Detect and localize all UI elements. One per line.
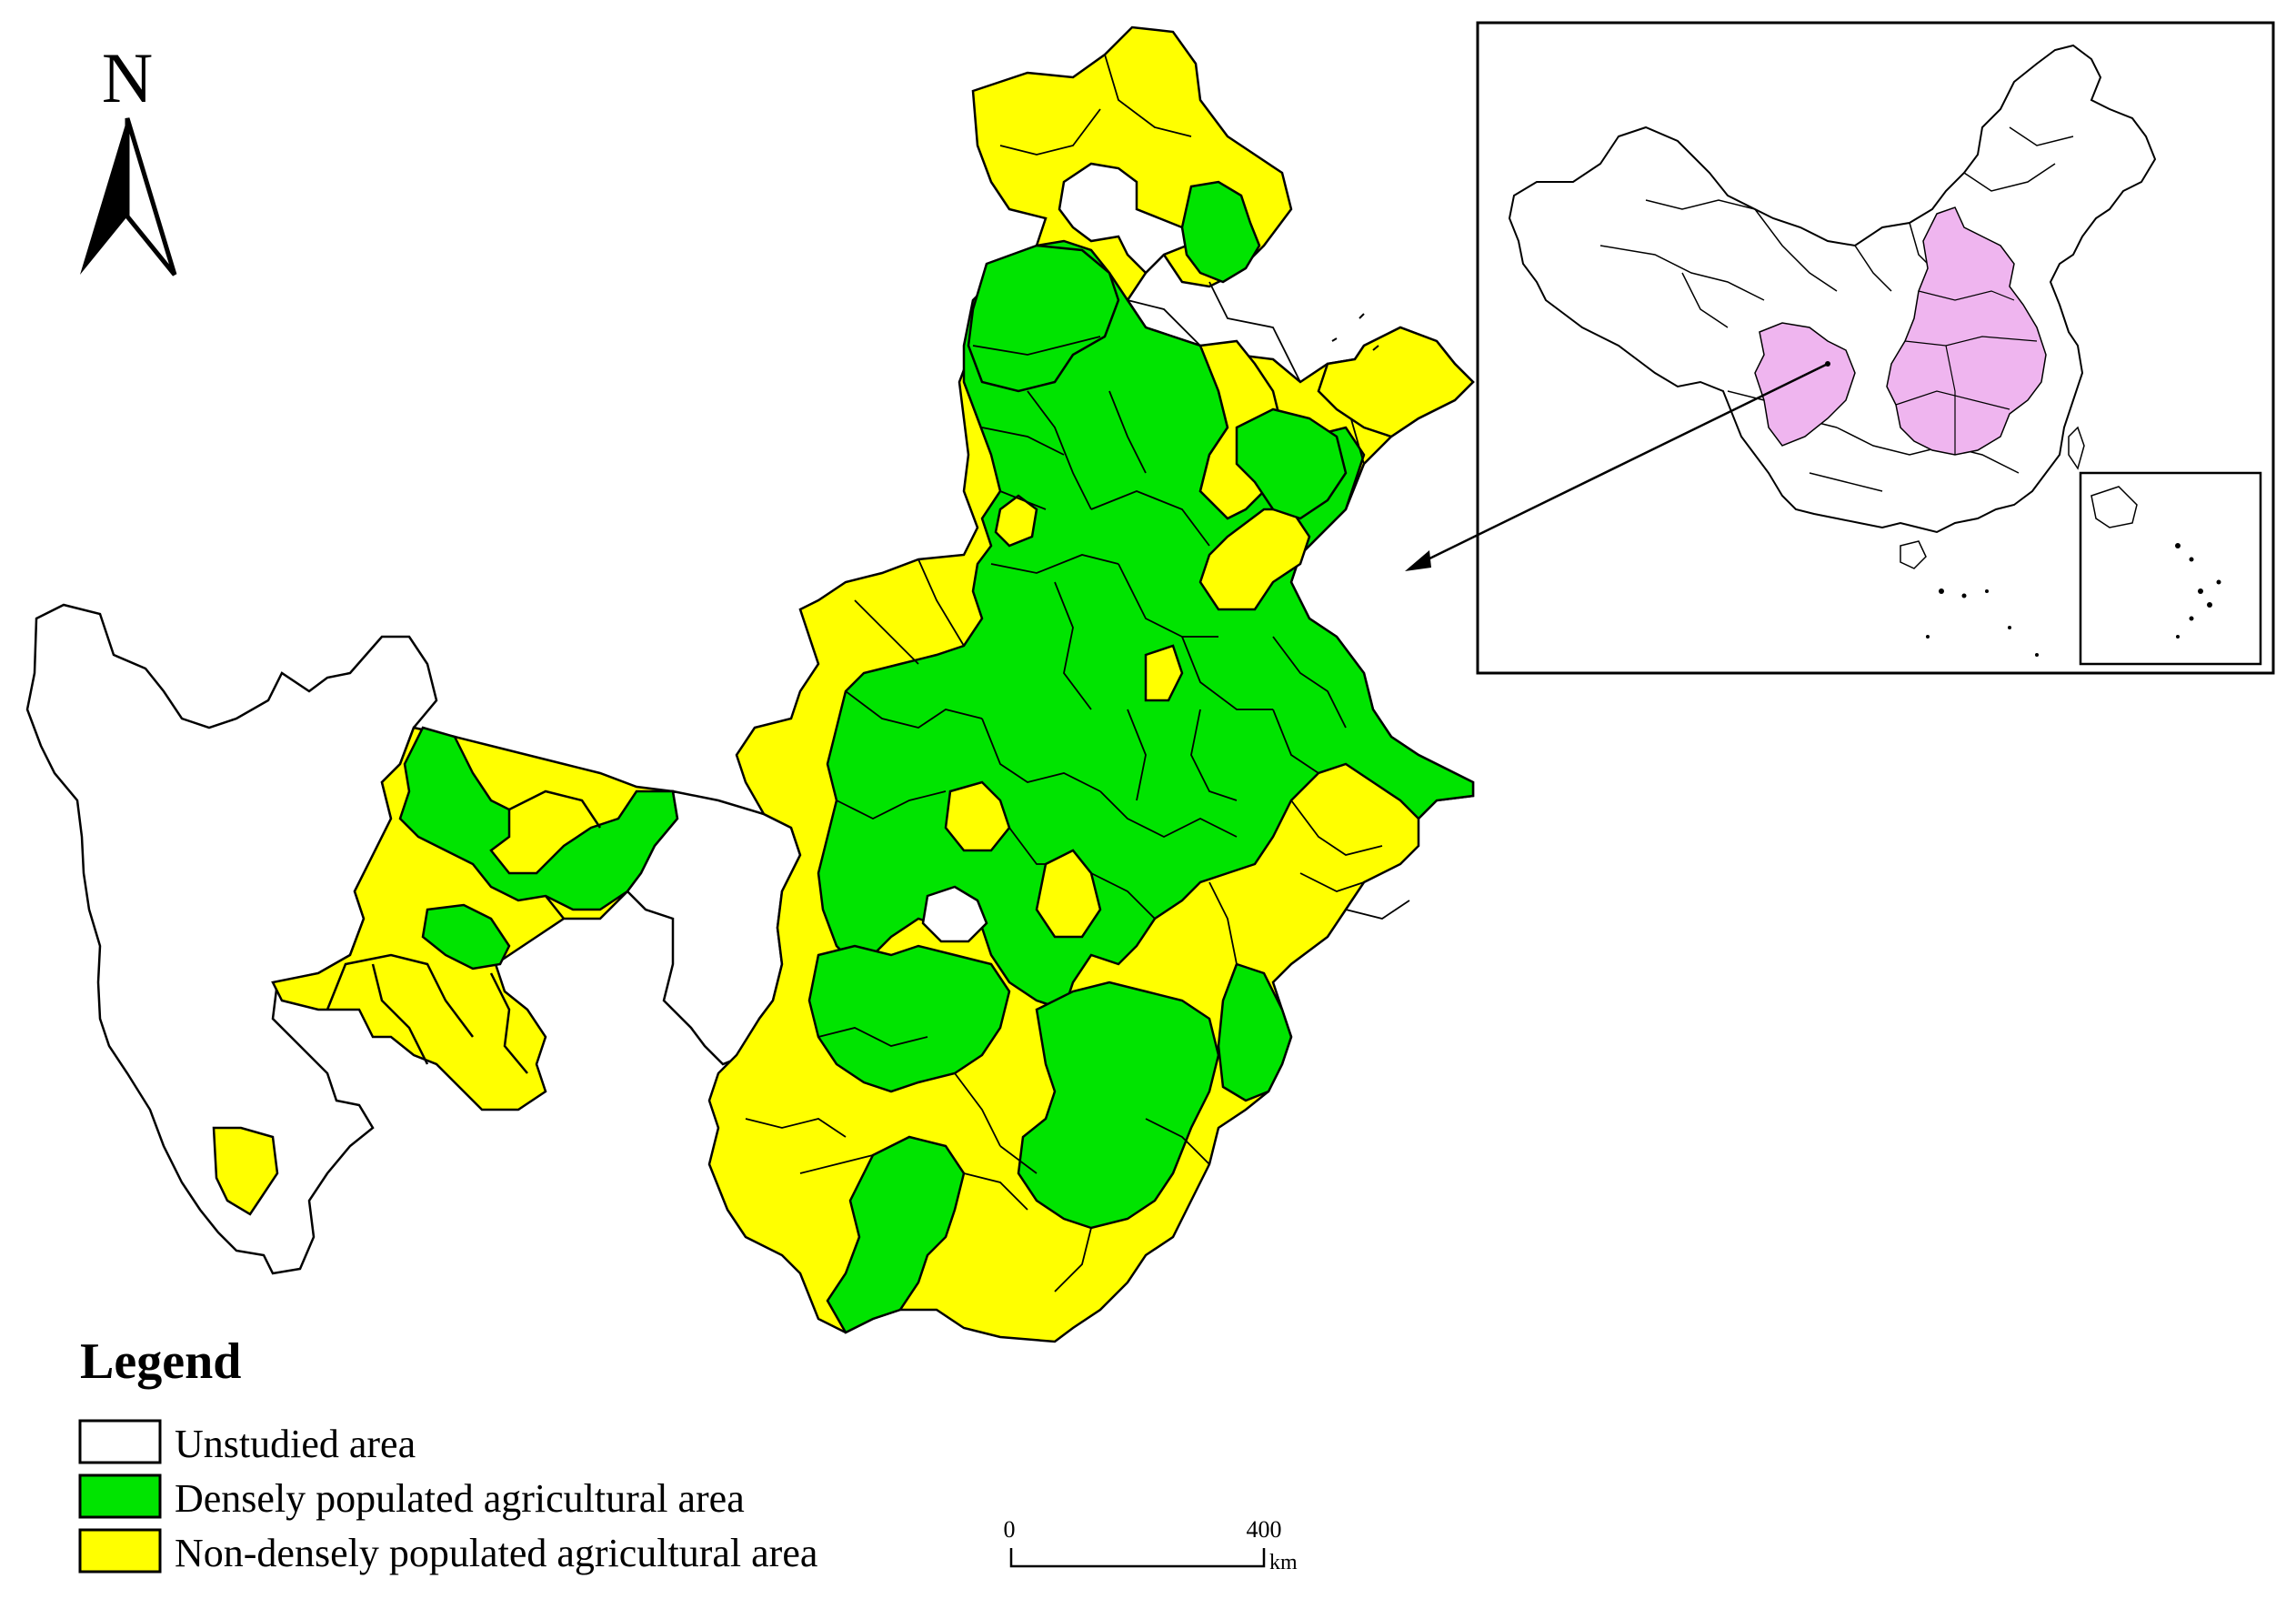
legend-label-non-dense: Non-densely populated agricultural area	[175, 1531, 817, 1575]
region-sichuan	[25, 603, 679, 1275]
unstudied-area-west	[25, 603, 438, 1275]
scale-unit-label: km	[1269, 1551, 1298, 1574]
non-dense-area-sichuan-south	[212, 1126, 279, 1216]
legend-title: Legend	[80, 1333, 241, 1390]
scale-bar: 0 400 km	[1004, 1516, 1298, 1574]
dense-area-sichuan-center	[421, 903, 511, 970]
unstudied-area-north-hole	[1058, 162, 1188, 275]
north-arrow-icon	[80, 118, 127, 275]
north-arrow: N	[80, 38, 177, 277]
non-dense-inclusion-3	[994, 494, 1038, 548]
non-dense-inclusion-4	[944, 780, 1011, 852]
inset-highlight-sichuan	[1754, 322, 1856, 447]
non-dense-inclusion-6	[1144, 644, 1184, 702]
legend-swatch-non-dense	[78, 1528, 162, 1574]
dense-area-south-4	[1217, 962, 1293, 1102]
scale-start-label: 0	[1004, 1516, 1016, 1543]
inset-map	[1476, 21, 2275, 675]
non-dense-inclusion-5	[1035, 849, 1102, 939]
scale-end-label: 400	[1247, 1516, 1282, 1543]
dense-area-south-2	[1017, 981, 1220, 1230]
legend-swatch-dense	[78, 1473, 162, 1519]
legend: Legend Unstudied area Densely populated …	[78, 1333, 817, 1575]
legend-label-unstudied: Unstudied area	[175, 1422, 416, 1466]
legend-swatch-unstudied	[78, 1419, 162, 1464]
locator-arrow	[1405, 361, 1830, 571]
dense-peninsula-west	[1235, 407, 1348, 520]
dense-area-north-west	[967, 244, 1120, 393]
dense-area-south-3	[826, 1135, 966, 1334]
inset-highlight-east	[1886, 206, 2047, 456]
coastal-islands	[1331, 313, 1379, 351]
south-china-sea-inset	[2079, 471, 2262, 666]
dense-area-north-tip	[1180, 180, 1261, 284]
region-main-study-area	[707, 25, 1475, 1343]
legend-label-dense: Densely populated agricultural area	[175, 1476, 745, 1521]
dense-area-south-1	[807, 944, 1011, 1093]
unstudied-area-hole	[921, 885, 988, 943]
non-dense-peninsula	[1317, 326, 1475, 438]
north-label: N	[102, 38, 153, 117]
